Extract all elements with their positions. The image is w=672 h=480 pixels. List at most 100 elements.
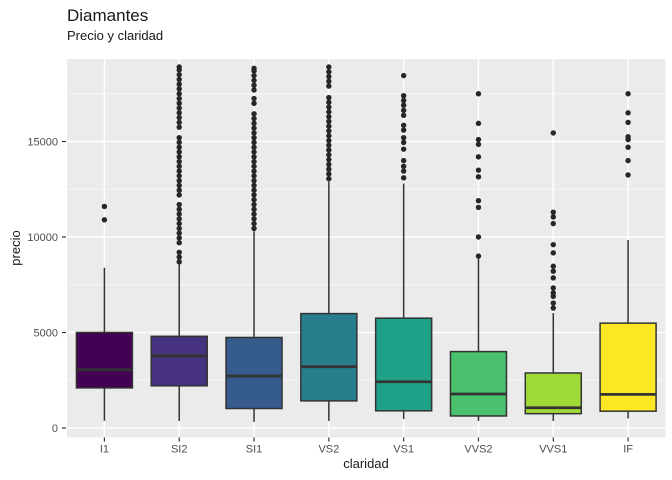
- outlier-dot: [251, 168, 257, 174]
- outlier-dot: [326, 142, 332, 149]
- y-tick-label: 5000: [34, 328, 58, 340]
- outlier-dot: [625, 172, 631, 178]
- outlier-dot: [400, 127, 407, 133]
- chart-subtitle: Precio y claridad: [67, 28, 164, 43]
- outlier-dot: [251, 82, 257, 88]
- outlier-dot: [475, 91, 482, 97]
- outlier-dot: [326, 166, 332, 172]
- outlier-dot: [251, 225, 257, 232]
- outlier-dot: [326, 128, 332, 134]
- outlier-dot: [176, 119, 182, 126]
- outlier-dot: [326, 176, 332, 182]
- box-group-i1: [75, 203, 134, 421]
- outlier-dot: [326, 99, 332, 106]
- outlier-dot: [625, 134, 631, 140]
- box-group-if: [599, 91, 657, 419]
- outlier-dot: [550, 241, 556, 248]
- x-axis-title: claridad: [343, 456, 389, 471]
- outlier-dot: [625, 91, 631, 97]
- outlier-dot: [176, 81, 182, 87]
- outlier-dot: [176, 144, 182, 150]
- outlier-dot: [176, 114, 182, 121]
- outlier-dot: [326, 64, 332, 70]
- box-si1: [225, 336, 283, 410]
- outlier-dot: [101, 217, 108, 223]
- y-axis-title: precio: [8, 230, 23, 265]
- chart-title: Diamantes: [67, 6, 149, 25]
- outlier-dot: [251, 134, 257, 141]
- box-i1: [75, 331, 134, 389]
- x-tick-label: I1: [100, 444, 109, 456]
- x-tick-label: IF: [623, 444, 633, 456]
- y-tick-label: 0: [52, 423, 58, 435]
- outlier-dot: [475, 167, 482, 173]
- outlier-dot: [326, 73, 332, 80]
- y-tick-label: 10000: [27, 232, 58, 244]
- box-group-vs2: [300, 64, 358, 421]
- outlier-dot: [550, 209, 556, 215]
- outlier-dot: [475, 198, 482, 204]
- outlier-dot: [251, 158, 257, 165]
- outlier-dot: [400, 163, 407, 170]
- outlier-dot: [550, 275, 556, 281]
- outlier-dot: [251, 177, 257, 184]
- outlier-dot: [475, 120, 482, 127]
- outlier-dot: [326, 161, 332, 168]
- box-vs2: [300, 312, 358, 402]
- outlier-dot: [176, 211, 182, 217]
- outlier-dot: [251, 72, 257, 79]
- outlier-dot: [176, 91, 182, 97]
- outlier-dot: [176, 163, 182, 170]
- outlier-dot: [251, 87, 257, 93]
- x-tick-label: VVS2: [464, 444, 492, 456]
- outlier-dot: [326, 113, 332, 120]
- outlier-dot: [326, 94, 332, 101]
- outlier-dot: [550, 250, 556, 256]
- x-tick-label: SI2: [171, 444, 188, 456]
- outlier-dot: [176, 168, 182, 174]
- outlier-dot: [550, 214, 556, 220]
- outlier-dot: [550, 220, 556, 227]
- box-si2: [150, 335, 208, 387]
- outlier-dot: [326, 137, 332, 144]
- outlier-dot: [326, 147, 332, 153]
- outlier-dot: [400, 175, 407, 181]
- outlier-dot: [326, 104, 332, 110]
- outlier-dot: [251, 206, 257, 213]
- outlier-dot: [176, 95, 182, 102]
- outlier-dot: [400, 112, 407, 119]
- outlier-dot: [176, 158, 182, 165]
- outlier-dot: [400, 134, 407, 141]
- box-if: [599, 322, 657, 412]
- outlier-dot: [326, 83, 332, 89]
- outlier-dot: [176, 249, 182, 255]
- outlier-dot: [251, 211, 257, 217]
- box-group-vvs1: [524, 130, 583, 421]
- outlier-dot: [475, 141, 482, 148]
- outlier-dot: [176, 182, 182, 189]
- outlier-dot: [251, 100, 257, 107]
- outlier-dot: [475, 204, 482, 211]
- outlier-dot: [550, 130, 556, 136]
- outlier-dot: [176, 139, 182, 146]
- outlier-dot: [176, 110, 182, 116]
- outlier-dot: [251, 149, 257, 155]
- outlier-dot: [176, 100, 182, 107]
- outlier-dot: [326, 69, 332, 75]
- outlier-dot: [176, 201, 182, 208]
- outlier-dot: [176, 235, 182, 241]
- x-tick-label: SI1: [246, 444, 263, 456]
- outlier-dot: [101, 203, 108, 210]
- outlier-dot: [251, 115, 257, 122]
- outlier-dot: [326, 152, 332, 158]
- outlier-dot: [176, 225, 182, 232]
- outlier-dot: [251, 120, 257, 127]
- outlier-dot: [326, 78, 332, 85]
- outlier-dot: [251, 95, 257, 102]
- outlier-dot: [251, 139, 257, 146]
- outlier-dot: [550, 263, 556, 269]
- outlier-dot: [176, 220, 182, 227]
- outlier-dot: [176, 124, 182, 130]
